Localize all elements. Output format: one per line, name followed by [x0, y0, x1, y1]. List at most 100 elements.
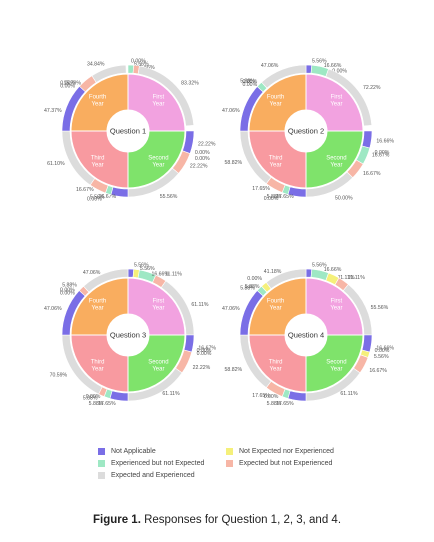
slice-label: 0.00% [242, 79, 257, 85]
year-label-line: First [153, 95, 165, 101]
slice-label: 5.56% [90, 194, 105, 200]
slice-label: 22.22% [190, 163, 208, 169]
slice-label: 0.00% [87, 196, 102, 202]
legend-label: Expected but not Experienced [239, 460, 333, 467]
slice-label: 47.06% [222, 306, 240, 312]
slice-label: 5.88% [267, 401, 282, 407]
year-label-line: Third [269, 359, 283, 365]
year-label: Fourth Year [267, 299, 284, 312]
slice-label: 0.00% [375, 150, 390, 156]
slice-label: 47.06% [222, 108, 240, 114]
slice-label: 22.22% [193, 365, 211, 371]
year-label-line: Year [92, 102, 104, 108]
year-label-line: Year [330, 306, 342, 312]
year-label: First Year [152, 95, 164, 108]
legend-item: Not Expected nor Experienced [226, 448, 334, 455]
slice-label: 0.00% [195, 150, 210, 156]
year-label-line: Year [330, 366, 342, 372]
outer-slice [83, 268, 129, 293]
inner-slice [248, 130, 307, 189]
year-label-line: Third [91, 155, 105, 161]
slice-label: 61.11% [340, 391, 358, 397]
slice-label: 5.56% [312, 59, 327, 65]
year-label: First Year [152, 299, 164, 312]
slice-label: 5.88% [267, 194, 282, 200]
slice-label: 16.67% [369, 368, 387, 374]
outer-slice [137, 65, 195, 127]
slice-label: 0.00% [242, 82, 257, 88]
slice-label: 5.88% [240, 285, 255, 291]
year-label-line: Fourth [267, 95, 284, 101]
slice-label: 16.66% [376, 138, 394, 144]
slice-label: 16.66% [324, 63, 342, 69]
chart-title: Question 2 [288, 127, 324, 136]
figure-caption: Figure 1. Responses for Question 1, 2, 3… [0, 514, 434, 526]
year-label: Third Year [269, 359, 283, 372]
donut-chart-q1: 0.00%5.56%5.56%83.32%22.22%0.00%0.00%22.… [44, 59, 216, 203]
slice-label: 41.18% [264, 269, 282, 275]
donut-hole [107, 314, 149, 356]
outer-slice [183, 334, 195, 353]
chart-title: Question 3 [110, 331, 146, 340]
slice-label: 0.00% [60, 288, 75, 294]
slice-label: 72.22% [363, 85, 381, 91]
year-label-line: First [331, 299, 343, 305]
donut-chart-q3: 5.56%5.56%16.66%11.11%61.11%16.67%0.00%0… [44, 263, 216, 407]
year-label-line: Year [330, 102, 342, 108]
outer-slice [325, 68, 373, 127]
legend-swatch-experienced-not-expected [98, 460, 105, 467]
slice-label: 0.00% [195, 156, 210, 162]
year-label-line: Year [92, 306, 104, 312]
year-label: Second Year [326, 359, 346, 372]
year-label: Fourth Year [267, 95, 284, 108]
slice-label: 16.67% [198, 345, 216, 351]
slice-label: 16.66% [376, 345, 394, 351]
year-label-line: Year [152, 102, 164, 108]
slice-label: 61.10% [47, 161, 65, 167]
year-label-line: Year [92, 162, 104, 168]
donut-charts: 0.00%5.56%5.56%83.32%22.22%0.00%0.00%22.… [44, 59, 394, 407]
inner-slice [127, 130, 186, 189]
legend-label: Expected and Experienced [111, 472, 195, 479]
slice-label: 0.00% [264, 196, 279, 202]
slice-label: 47.06% [83, 270, 101, 276]
legend-label: Experienced but not Expected [111, 460, 205, 467]
year-label-line: Second [326, 359, 346, 365]
year-label-line: Year [270, 102, 282, 108]
slice-label: 5.56% [312, 263, 327, 269]
slice-label: 16.67% [99, 194, 117, 200]
slice-label: 47.37% [44, 108, 62, 114]
slice-label: 16.67% [363, 171, 381, 177]
slice-label: 5.56% [374, 354, 389, 360]
year-label-line: Year [152, 366, 164, 372]
year-label-line: Second [148, 155, 168, 161]
year-label-line: Year [92, 366, 104, 372]
donut-hole [285, 110, 327, 152]
slice-label: 0.00% [60, 83, 75, 89]
inner-slice [70, 130, 129, 189]
year-label: Third Year [91, 155, 105, 168]
year-label-line: Third [91, 359, 105, 365]
slice-label: 11.11% [165, 272, 182, 278]
slice-label: 0.00% [197, 348, 212, 354]
donut-chart-q4: 5.56%16.66%11.11%11.11%55.56%16.66%0.00%… [222, 263, 394, 407]
outer-slice [91, 64, 127, 83]
legend-swatch-expected-not-experienced [226, 460, 233, 467]
slice-label: 47.06% [44, 306, 62, 312]
legend-label: Not Expected nor Experienced [239, 448, 334, 455]
slice-label: 5.88% [89, 401, 104, 407]
year-label-line: First [153, 299, 165, 305]
legend-swatch-expected-and-experienced [98, 472, 105, 479]
chart-title: Question 4 [288, 331, 324, 340]
outer-slice [261, 64, 307, 89]
slice-label: 5.56% [140, 266, 155, 272]
caption-label: Figure 1. [92, 514, 141, 526]
outer-slice [361, 130, 373, 149]
slice-label: 5.56% [134, 263, 149, 269]
slice-label: 61.11% [191, 302, 209, 308]
caption-text: Responses for Question 1, 2, 3, and 4. [144, 514, 342, 526]
year-label: Third Year [269, 155, 283, 168]
slice-label: 0.00% [197, 351, 212, 357]
inner-slice [127, 334, 186, 393]
slice-label: 34.84% [87, 62, 105, 68]
